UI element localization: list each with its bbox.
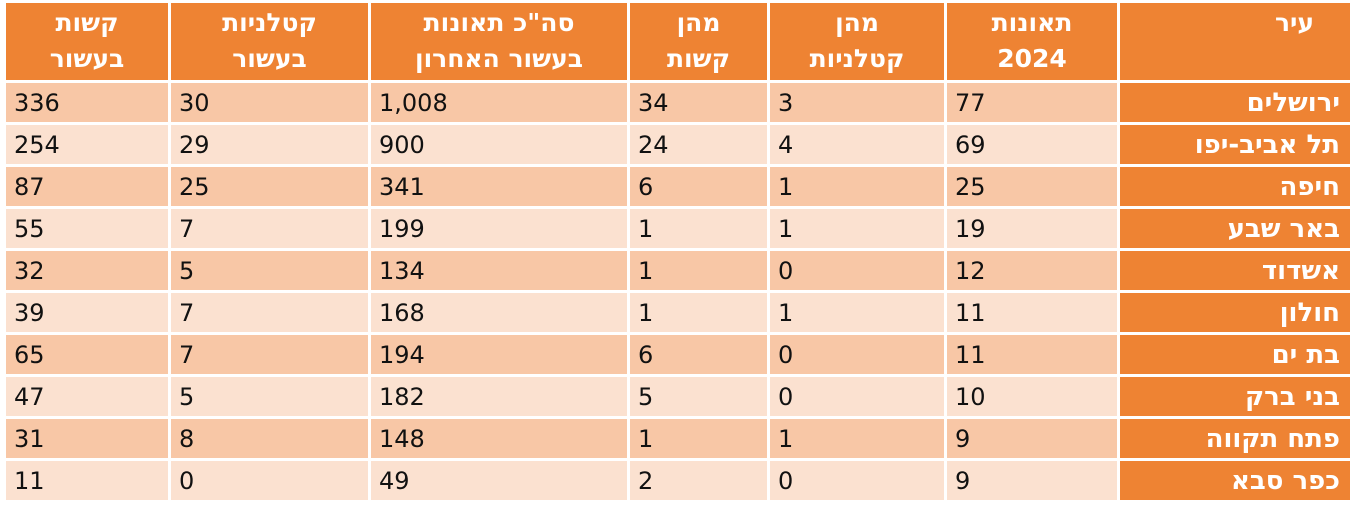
table-row: חיפה 25 1 6 341 25 87 <box>6 167 1350 206</box>
cell-city: באר שבע <box>1120 209 1350 248</box>
cell-fatal-decade: 8 <box>171 419 368 458</box>
cell-severe-decade: 47 <box>6 377 168 416</box>
cell-severe: 6 <box>630 167 767 206</box>
cell-fatal: 1 <box>770 167 944 206</box>
cell-city: תל אביב-יפו <box>1120 125 1350 164</box>
header-accidents-2024: תאונות 2024 <box>947 3 1117 80</box>
cell-fatal: 1 <box>770 419 944 458</box>
cell-accidents-2024: 69 <box>947 125 1117 164</box>
cell-fatal-decade: 25 <box>171 167 368 206</box>
cell-severe-decade: 87 <box>6 167 168 206</box>
cell-severe-decade: 31 <box>6 419 168 458</box>
table-row: כפר סבא 9 0 2 49 0 11 <box>6 461 1350 500</box>
table-row: פתח תקווה 9 1 1 148 8 31 <box>6 419 1350 458</box>
cell-city: חולון <box>1120 293 1350 332</box>
cell-accidents-2024: 11 <box>947 335 1117 374</box>
cell-fatal-decade: 7 <box>171 335 368 374</box>
cell-city: חיפה <box>1120 167 1350 206</box>
cell-severe: 1 <box>630 293 767 332</box>
cell-accidents-2024: 12 <box>947 251 1117 290</box>
table-row: ירושלים 77 3 34 1,008 30 336 <box>6 83 1350 122</box>
cell-total-decade: 199 <box>371 209 627 248</box>
cell-accidents-2024: 25 <box>947 167 1117 206</box>
cell-accidents-2024: 10 <box>947 377 1117 416</box>
cell-fatal: 1 <box>770 293 944 332</box>
header-severe: מהן קשות <box>630 3 767 80</box>
cell-total-decade: 182 <box>371 377 627 416</box>
cell-fatal-decade: 5 <box>171 251 368 290</box>
cell-fatal: 0 <box>770 335 944 374</box>
cell-total-decade: 134 <box>371 251 627 290</box>
table-row: בת ים 11 0 6 194 7 65 <box>6 335 1350 374</box>
cell-city: כפר סבא <box>1120 461 1350 500</box>
cell-fatal: 3 <box>770 83 944 122</box>
cell-total-decade: 900 <box>371 125 627 164</box>
cell-fatal: 1 <box>770 209 944 248</box>
cell-fatal: 0 <box>770 377 944 416</box>
cell-severe-decade: 65 <box>6 335 168 374</box>
table-row: אשדוד 12 0 1 134 5 32 <box>6 251 1350 290</box>
cell-severe-decade: 254 <box>6 125 168 164</box>
accidents-table: עיר תאונות 2024 מהן קטלניות מהן קשות סה"כ ת… <box>3 0 1353 503</box>
table-row: בני ברק 10 0 5 182 5 47 <box>6 377 1350 416</box>
cell-severe-decade: 11 <box>6 461 168 500</box>
header-total-decade: סה"כ תאונות בעשור האחרון <box>371 3 627 80</box>
cell-total-decade: 49 <box>371 461 627 500</box>
header-row: עיר תאונות 2024 מהן קטלניות מהן קשות סה"כ ת… <box>6 3 1350 80</box>
cell-accidents-2024: 9 <box>947 461 1117 500</box>
cell-accidents-2024: 19 <box>947 209 1117 248</box>
cell-accidents-2024: 77 <box>947 83 1117 122</box>
cell-severe: 2 <box>630 461 767 500</box>
cell-fatal: 0 <box>770 461 944 500</box>
cell-severe: 6 <box>630 335 767 374</box>
table-row: חולון 11 1 1 168 7 39 <box>6 293 1350 332</box>
cell-severe: 1 <box>630 419 767 458</box>
cell-total-decade: 341 <box>371 167 627 206</box>
cell-total-decade: 194 <box>371 335 627 374</box>
cell-fatal-decade: 30 <box>171 83 368 122</box>
cell-severe-decade: 32 <box>6 251 168 290</box>
cell-severe: 34 <box>630 83 767 122</box>
cell-accidents-2024: 11 <box>947 293 1117 332</box>
cell-fatal-decade: 7 <box>171 209 368 248</box>
header-fatal-decade: קטלניות בעשור <box>171 3 368 80</box>
cell-city: אשדוד <box>1120 251 1350 290</box>
cell-severe: 1 <box>630 209 767 248</box>
cell-severe-decade: 336 <box>6 83 168 122</box>
cell-total-decade: 148 <box>371 419 627 458</box>
cell-fatal-decade: 0 <box>171 461 368 500</box>
cell-city: ירושלים <box>1120 83 1350 122</box>
header-severe-decade: קשות בעשור <box>6 3 168 80</box>
cell-severe: 5 <box>630 377 767 416</box>
cell-city: בני ברק <box>1120 377 1350 416</box>
cell-total-decade: 1,008 <box>371 83 627 122</box>
cell-severe-decade: 39 <box>6 293 168 332</box>
cell-fatal: 4 <box>770 125 944 164</box>
cell-accidents-2024: 9 <box>947 419 1117 458</box>
table-row: באר שבע 19 1 1 199 7 55 <box>6 209 1350 248</box>
cell-city: פתח תקווה <box>1120 419 1350 458</box>
cell-severe: 1 <box>630 251 767 290</box>
cell-city: בת ים <box>1120 335 1350 374</box>
cell-severe: 24 <box>630 125 767 164</box>
table-row: תל אביב-יפו 69 4 24 900 29 254 <box>6 125 1350 164</box>
cell-fatal-decade: 7 <box>171 293 368 332</box>
cell-total-decade: 168 <box>371 293 627 332</box>
header-city: עיר <box>1120 3 1350 80</box>
header-fatal: מהן קטלניות <box>770 3 944 80</box>
cell-fatal: 0 <box>770 251 944 290</box>
cell-fatal-decade: 29 <box>171 125 368 164</box>
cell-fatal-decade: 5 <box>171 377 368 416</box>
cell-severe-decade: 55 <box>6 209 168 248</box>
